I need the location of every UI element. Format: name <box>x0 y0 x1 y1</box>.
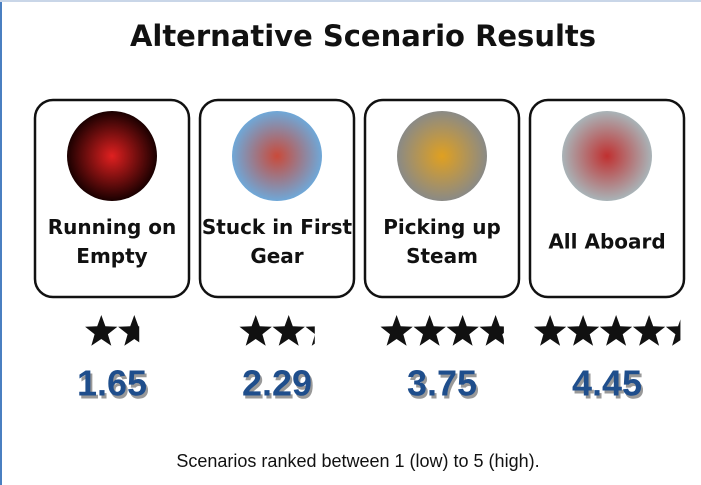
rating-value: 4.45 <box>572 363 642 404</box>
scenario-label: Running on <box>48 215 176 239</box>
scenario-label: Empty <box>76 244 147 268</box>
slide: Alternative Scenario Results Scenarios r… <box>0 0 701 485</box>
scenario-label: Gear <box>250 244 303 268</box>
scenario-label: Stuck in First <box>202 215 353 239</box>
scenario-label: Picking up <box>383 215 501 239</box>
scenario-label: All Aboard <box>548 230 665 254</box>
scenario-image <box>67 111 157 201</box>
slide-title: Alternative Scenario Results <box>130 19 596 53</box>
scenario-image <box>397 111 487 201</box>
rating-value: 3.75 <box>407 363 477 404</box>
footnote: Scenarios ranked between 1 (low) to 5 (h… <box>176 451 539 471</box>
rating-value: 2.29 <box>242 363 312 404</box>
scenario-label: Steam <box>406 244 478 268</box>
rating-value: 1.65 <box>77 363 147 404</box>
scenario-image <box>562 111 652 201</box>
scenario-image <box>232 111 322 201</box>
